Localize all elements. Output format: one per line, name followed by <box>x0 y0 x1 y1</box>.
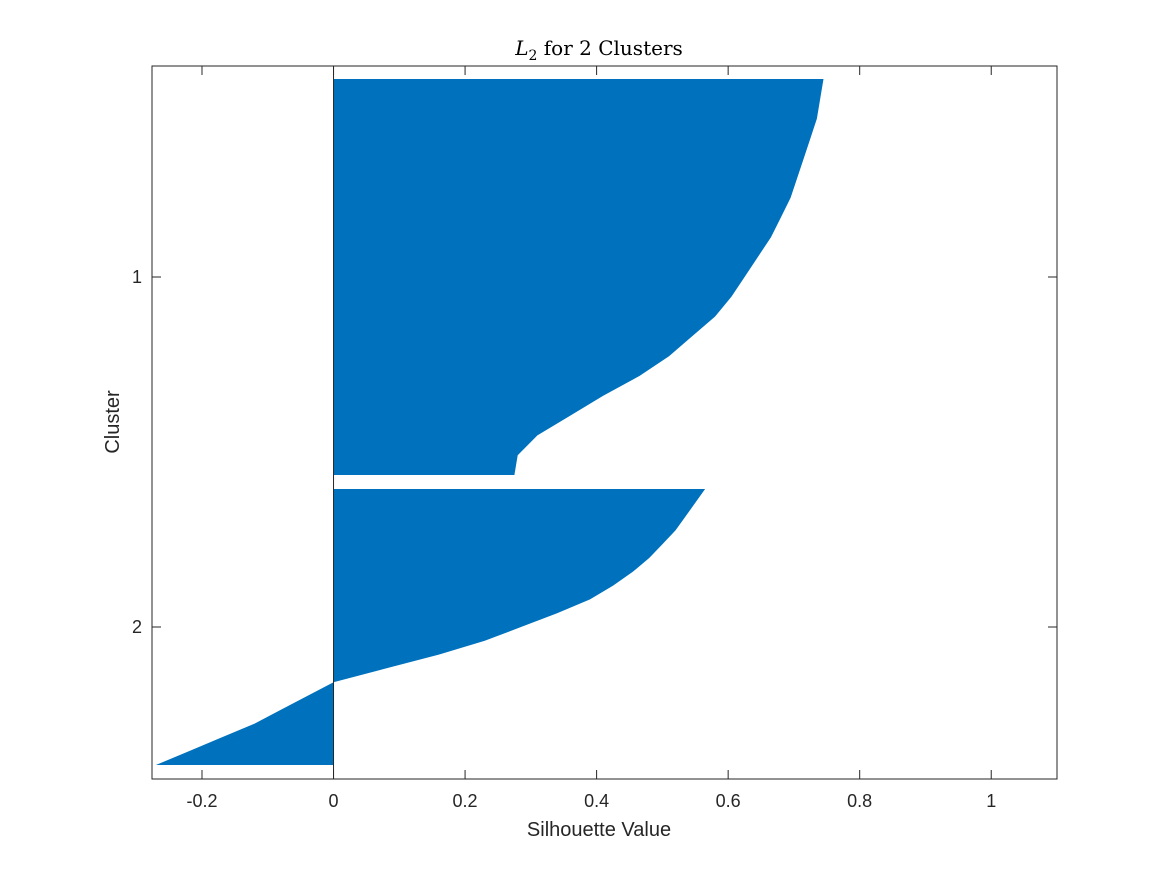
x-tick-label: 0.8 <box>847 791 872 811</box>
x-tick-label: 0.4 <box>584 791 609 811</box>
title-rest: for 2 Clusters <box>537 36 682 60</box>
y-tick-label: 2 <box>132 617 142 637</box>
cluster-2-silhouette <box>155 489 706 765</box>
x-axis-label: Silhouette Value <box>527 819 671 841</box>
x-tick-label: 0 <box>329 791 339 811</box>
title-subscript: 2 <box>529 48 538 64</box>
x-tick-label: 0.6 <box>716 791 741 811</box>
x-tick-label: 1 <box>986 791 996 811</box>
x-tick-label: -0.2 <box>186 791 217 811</box>
axes-box <box>151 65 1058 780</box>
x-tick-label: 0.2 <box>453 791 478 811</box>
title-var: L <box>514 36 528 60</box>
cluster-1-silhouette <box>333 79 824 475</box>
y-axis-label: Cluster <box>102 390 124 454</box>
x-axis-ticks: -0.2 0 0.2 0.4 0.6 0.8 1 <box>186 66 996 811</box>
y-axis-ticks: 12 <box>132 267 1057 637</box>
cluster-bars <box>155 79 824 765</box>
y-tick-label: 1 <box>132 267 142 287</box>
chart-title: L2 for 2 Clusters <box>514 36 683 64</box>
